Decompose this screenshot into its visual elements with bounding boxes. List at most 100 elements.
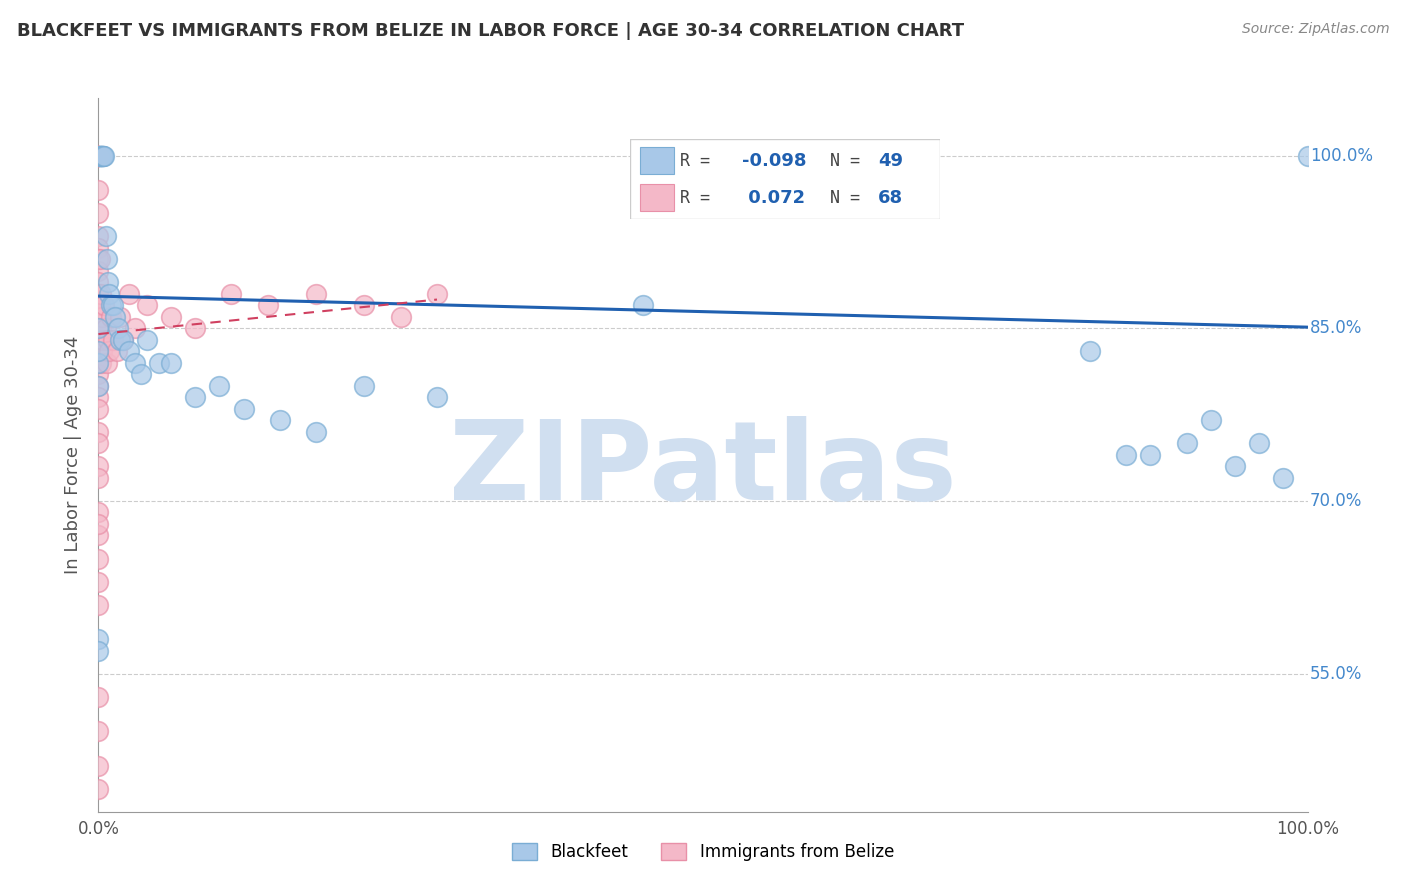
Point (87, 356, 110, 370)
Point (96, 252, 118, 267)
Point (87, 149, 110, 163)
Point (256, 298, 278, 312)
Point (98, 286, 121, 301)
Text: ZIPatlas: ZIPatlas (449, 416, 957, 523)
Text: 49: 49 (877, 152, 903, 169)
Point (108, 310, 131, 324)
Point (94, 321, 117, 335)
Point (87, 241, 110, 255)
Text: 55.0%: 55.0% (1310, 665, 1362, 682)
Point (105, 344, 128, 359)
Point (1272, 471, 1295, 485)
Point (1115, 448, 1137, 462)
Point (87, 551, 110, 566)
Point (1175, 436, 1198, 450)
Point (221, 286, 243, 301)
Text: 100.0%: 100.0% (1310, 146, 1374, 165)
Point (124, 321, 146, 335)
Point (90, 321, 112, 335)
Point (124, 356, 146, 370)
Point (87, 356, 110, 370)
Legend: Blackfeet, Immigrants from Belize: Blackfeet, Immigrants from Belize (505, 836, 901, 868)
Point (269, 413, 291, 427)
Point (87, 781, 110, 796)
Point (87, 264, 110, 278)
Point (87, 459, 110, 474)
Point (104, 310, 127, 324)
Point (91, 333, 114, 347)
Point (184, 390, 207, 404)
Point (87, 321, 110, 335)
Point (97, 275, 120, 289)
FancyBboxPatch shape (640, 184, 673, 211)
Text: N =: N = (810, 189, 870, 207)
Point (87, 690, 110, 704)
Point (87, 425, 110, 439)
Text: 0.072: 0.072 (742, 189, 804, 207)
Point (87, 598, 110, 612)
Point (87, 149, 110, 163)
Y-axis label: In Labor Force | Age 30-34: In Labor Force | Age 30-34 (65, 335, 83, 574)
Point (89, 149, 111, 163)
Point (90, 356, 112, 370)
Text: BLACKFEET VS IMMIGRANTS FROM BELIZE IN LABOR FORCE | AGE 30-34 CORRELATION CHART: BLACKFEET VS IMMIGRANTS FROM BELIZE IN L… (17, 22, 965, 40)
Point (91, 310, 114, 324)
Text: 70.0%: 70.0% (1310, 492, 1362, 510)
Point (87, 206, 110, 220)
Point (87, 506, 110, 520)
Point (101, 333, 124, 347)
FancyBboxPatch shape (640, 147, 673, 175)
Point (93, 298, 115, 312)
Point (389, 310, 412, 324)
Point (87, 286, 110, 301)
Point (426, 286, 449, 301)
Point (305, 425, 328, 439)
Point (87, 436, 110, 450)
Point (107, 321, 129, 335)
Point (87, 252, 110, 267)
Point (353, 379, 375, 393)
Point (91, 344, 114, 359)
Point (89, 298, 111, 312)
Text: 68: 68 (877, 189, 903, 207)
Point (87, 401, 110, 416)
Point (426, 390, 449, 404)
Point (91, 149, 114, 163)
Point (1296, 149, 1319, 163)
Point (98, 344, 121, 359)
Point (87, 275, 110, 289)
Text: -0.098: -0.098 (742, 152, 806, 169)
Point (89, 252, 111, 267)
Point (87, 344, 110, 359)
Point (87, 310, 110, 324)
Point (87, 758, 110, 772)
Text: R =: R = (681, 152, 720, 169)
Point (135, 333, 157, 347)
Point (1139, 448, 1161, 462)
Point (87, 390, 110, 404)
Point (93, 149, 115, 163)
Point (90, 286, 112, 301)
Point (89, 149, 111, 163)
Point (101, 298, 124, 312)
Point (160, 356, 183, 370)
Point (1223, 459, 1246, 474)
Point (87, 149, 110, 163)
Point (90, 149, 112, 163)
Point (87, 379, 110, 393)
Point (1078, 344, 1101, 359)
Point (108, 333, 131, 347)
Point (184, 321, 207, 335)
Point (1199, 413, 1222, 427)
Point (87, 321, 110, 335)
Point (90, 149, 112, 163)
Point (118, 344, 141, 359)
Point (111, 333, 134, 347)
Point (89, 149, 111, 163)
Point (91, 149, 114, 163)
Point (232, 401, 254, 416)
Point (87, 149, 110, 163)
Point (87, 149, 110, 163)
Point (87, 183, 110, 197)
Point (87, 368, 110, 382)
